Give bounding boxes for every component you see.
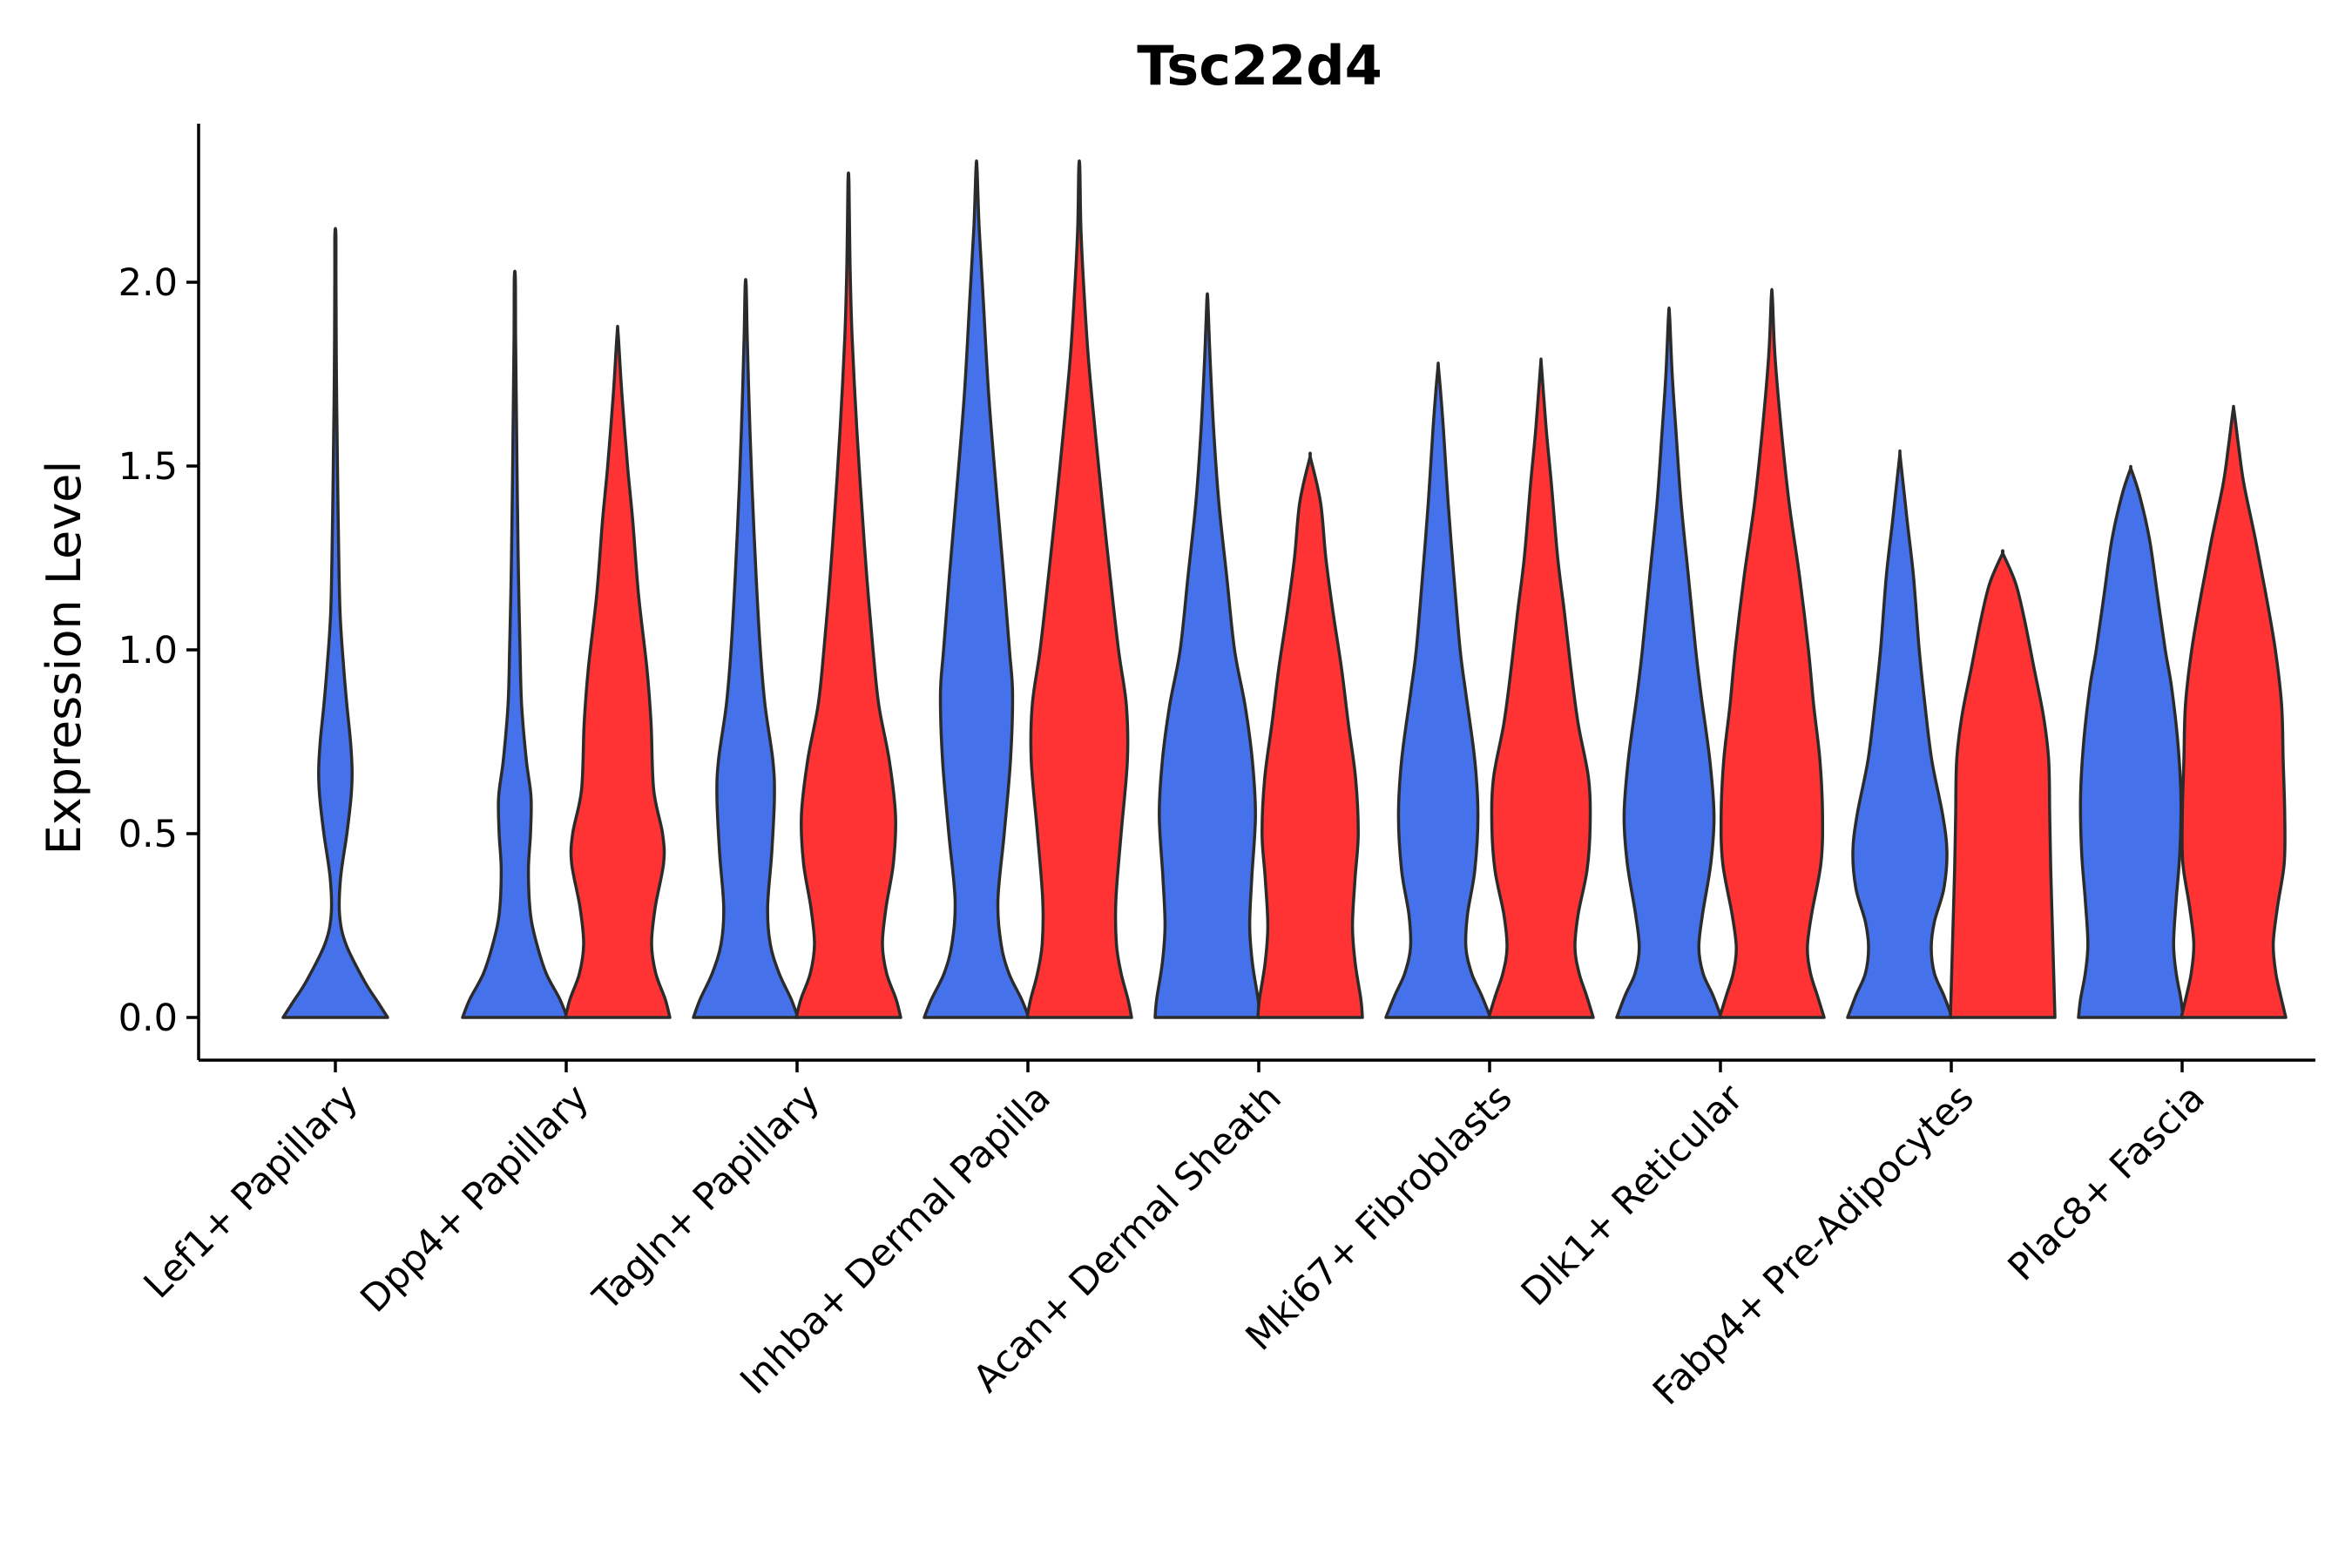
violin-red-group-6 xyxy=(1487,357,1595,1019)
y-axis-ticks: 0.0 0.5 1.0 1.5 2.0 xyxy=(118,261,199,1040)
chart-title: Tsc22d4 xyxy=(1137,34,1382,98)
violin-blue-group-9 xyxy=(2077,464,2185,1019)
violin-blue-group-4 xyxy=(923,159,1031,1019)
y-tick-label: 2.0 xyxy=(118,261,178,305)
violin-red-group-7 xyxy=(1718,287,1826,1019)
x-tick-label: Dlk1+ Reticular xyxy=(1513,1076,1752,1315)
y-axis-label: Expression Level xyxy=(37,461,91,855)
violin-group xyxy=(281,159,2288,1019)
violin-red-group-5 xyxy=(1256,451,1364,1019)
violin-blue-group-5 xyxy=(1153,292,1261,1019)
violin-red-group-3 xyxy=(794,171,902,1019)
y-tick-label: 0.5 xyxy=(118,813,178,856)
violin-blue-group-6 xyxy=(1384,362,1492,1019)
violin-blue-group-8 xyxy=(1846,449,1954,1019)
violin-blue-group-2 xyxy=(461,269,569,1019)
violin-blue-group-7 xyxy=(1615,306,1723,1019)
y-tick-label: 1.5 xyxy=(118,445,178,489)
x-tick-label: Tagln+ Papillary xyxy=(585,1076,828,1320)
violin-red-group-9 xyxy=(2180,404,2288,1019)
y-tick-label: 0.0 xyxy=(118,997,178,1040)
y-tick-label: 1.0 xyxy=(118,629,178,672)
violin-red-group-4 xyxy=(1025,159,1133,1019)
violin-blue-group-1 xyxy=(281,226,389,1019)
x-tick-label: Mki67+ Fibroblasts xyxy=(1238,1076,1521,1359)
violin-red-group-2 xyxy=(564,324,672,1019)
x-tick-label: Lef1+ Papillary xyxy=(136,1076,367,1307)
x-tick-label: Plac8+ Fascia xyxy=(2000,1076,2213,1289)
x-tick-label: Dpp4+ Papillary xyxy=(353,1076,598,1321)
violin-blue-group-3 xyxy=(692,278,800,1019)
violin-red-group-8 xyxy=(1949,549,2057,1019)
